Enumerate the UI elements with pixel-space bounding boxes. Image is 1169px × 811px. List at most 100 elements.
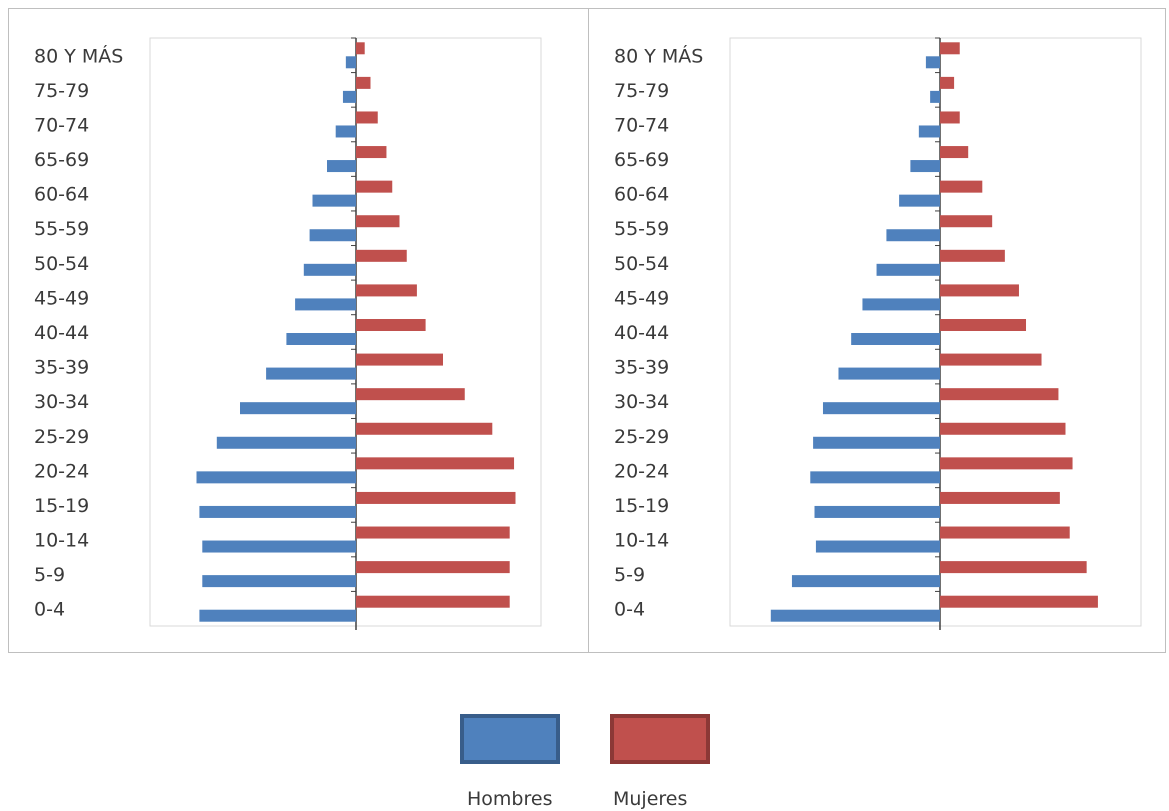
category-label: 0-4 [34,599,65,621]
bar-hombres-40-44 [851,333,940,345]
legend-swatch-mujeres [610,714,710,764]
category-label: 25-29 [614,426,669,448]
legend-label-hombres: Hombres [467,788,553,810]
bar-mujeres-50-54 [940,249,1005,262]
bar-mujeres-80-y-más [940,42,960,55]
category-label: 55-59 [614,218,669,240]
bar-mujeres-35-39 [356,353,443,366]
category-label: 65-69 [34,149,89,171]
bar-mujeres-60-64 [940,180,983,193]
category-label: 15-19 [614,495,669,517]
bar-hombres-65-69 [910,160,940,173]
bar-mujeres-45-49 [356,284,417,297]
bar-mujeres-0-4 [356,595,510,608]
bar-hombres-5-9 [202,575,356,588]
category-label: 50-54 [614,253,669,275]
bar-hombres-80-y-más [345,56,356,69]
bar-hombres-30-34 [240,402,356,415]
bar-hombres-45-49 [862,298,940,311]
bar-hombres-50-54 [303,263,356,276]
category-label: 5-9 [614,564,645,586]
category-label: 50-54 [34,253,89,275]
panel-divider [588,8,589,653]
bar-mujeres-50-54 [356,249,407,262]
legend-swatch-hombres [460,714,560,764]
legend-label-mujeres: Mujeres [613,788,688,810]
figure-frame [8,8,1166,653]
bar-hombres-75-79 [930,90,940,103]
bar-hombres-20-24 [810,471,940,484]
bar-mujeres-15-19 [940,491,1060,504]
bar-mujeres-40-44 [356,319,426,331]
bar-mujeres-70-74 [940,111,960,124]
bar-mujeres-25-29 [940,422,1066,435]
bar-hombres-55-59 [309,229,356,242]
bar-mujeres-65-69 [356,146,387,159]
bar-mujeres-5-9 [940,561,1087,574]
bar-mujeres-80-y-más [356,42,365,55]
bar-mujeres-10-14 [356,526,510,539]
category-label: 20-24 [614,460,669,482]
category-label: 10-14 [34,530,89,552]
bar-hombres-35-39 [838,367,940,380]
category-label: 15-19 [34,495,89,517]
bar-mujeres-0-4 [940,595,1098,608]
bar-hombres-80-y-más [925,56,940,69]
bar-mujeres-40-44 [940,319,1027,331]
category-label: 75-79 [34,80,89,102]
category-label: 5-9 [34,564,65,586]
category-label: 30-34 [34,391,89,413]
bar-hombres-25-29 [216,436,356,449]
category-label: 40-44 [614,322,669,344]
bar-hombres-75-79 [342,90,356,103]
bar-hombres-10-14 [202,540,356,553]
category-label: 80 Y MÁS [34,44,123,67]
bar-mujeres-55-59 [940,215,993,228]
bar-hombres-35-39 [266,367,356,380]
bar-hombres-55-59 [886,229,940,242]
bar-hombres-0-4 [770,609,940,622]
bar-mujeres-55-59 [356,215,400,228]
category-label: 45-49 [614,287,669,309]
bar-hombres-50-54 [876,263,940,276]
bar-hombres-0-4 [199,609,356,622]
category-label: 30-34 [614,391,669,413]
bar-hombres-70-74 [335,125,356,138]
bar-mujeres-60-64 [356,180,393,193]
bar-hombres-60-64 [899,194,940,207]
category-label: 60-64 [34,184,89,206]
category-label: 25-29 [34,426,89,448]
bar-hombres-5-9 [791,575,940,588]
category-label: 70-74 [34,114,89,136]
bar-mujeres-15-19 [356,491,516,504]
bar-hombres-20-24 [196,471,356,484]
category-label: 60-64 [614,184,669,206]
plot-area-left [149,37,542,627]
bar-mujeres-35-39 [940,353,1042,366]
bar-hombres-45-49 [295,298,356,311]
bar-hombres-15-19 [814,505,940,518]
category-label: 10-14 [614,530,669,552]
bar-mujeres-45-49 [940,284,1019,297]
category-label: 40-44 [34,322,89,344]
bar-mujeres-25-29 [356,422,493,435]
category-label: 35-39 [614,357,669,379]
bar-mujeres-75-79 [940,76,955,89]
category-label: 55-59 [34,218,89,240]
category-label: 20-24 [34,460,89,482]
bar-mujeres-20-24 [356,457,515,470]
bar-mujeres-75-79 [356,76,371,89]
category-label: 0-4 [614,599,645,621]
bar-mujeres-30-34 [940,388,1059,401]
bar-hombres-70-74 [918,125,940,138]
bar-mujeres-20-24 [940,457,1073,470]
category-label: 65-69 [614,149,669,171]
bar-mujeres-10-14 [940,526,1070,539]
bar-mujeres-5-9 [356,561,510,574]
bar-hombres-30-34 [822,402,940,415]
bar-hombres-10-14 [815,540,940,553]
bar-hombres-65-69 [327,160,356,173]
bar-mujeres-65-69 [940,146,969,159]
